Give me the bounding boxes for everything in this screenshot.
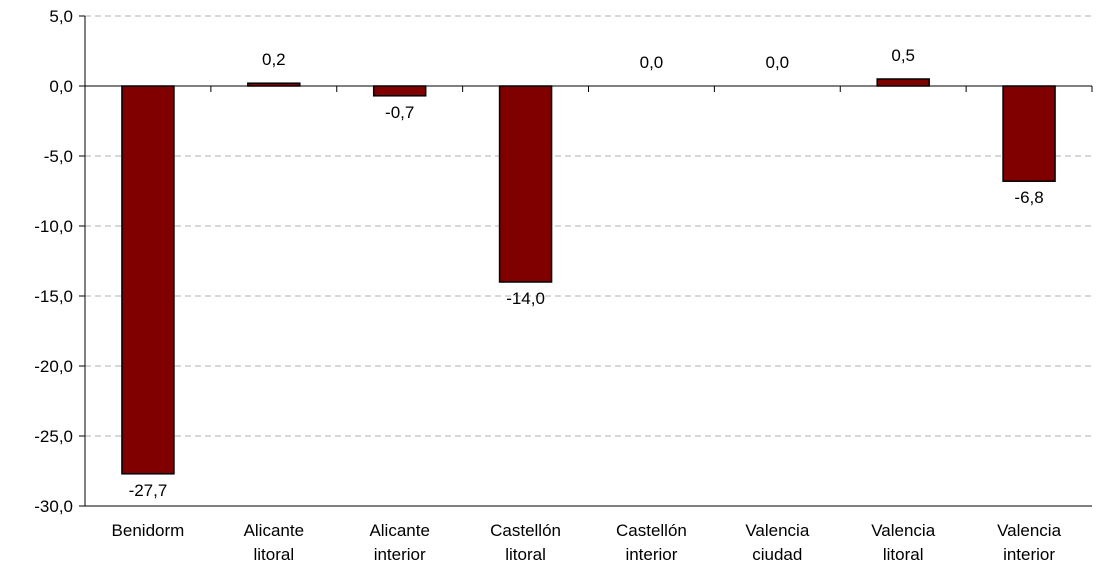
bar — [372, 85, 427, 97]
y-tick-label: -25,0 — [34, 427, 73, 446]
bars — [121, 78, 1056, 475]
x-tick-label: Valencia interior — [997, 521, 1061, 564]
y-tick-label: 0,0 — [49, 77, 73, 96]
data-label: 0,2 — [262, 50, 286, 69]
gridlines — [85, 15, 1092, 437]
data-label: -0,7 — [385, 103, 414, 122]
y-axis-ticks: 5,0 0,0 -5,0 -10,0 -15,0 -20,0 -25,0 -30,0 — [34, 7, 85, 516]
y-tick-label: -30,0 — [34, 497, 73, 516]
data-label: -14,0 — [506, 289, 545, 308]
x-axis-ticks: Benidorm Alicante litoral Alicante interior C… — [84, 86, 1093, 564]
data-label: 0,0 — [640, 53, 664, 72]
bar — [121, 85, 175, 475]
x-tick-label: Castellón interior — [616, 521, 687, 564]
y-tick-label: -15,0 — [34, 287, 73, 306]
x-tick-label: Benidorm — [112, 521, 185, 540]
x-tick-label: Castellón litoral — [490, 521, 561, 564]
y-tick-label: 5,0 — [49, 7, 73, 26]
bar — [1002, 85, 1056, 182]
bar — [876, 78, 930, 87]
x-tick-label: Alicante litoral — [244, 521, 304, 564]
y-tick-label: -10,0 — [34, 217, 73, 236]
data-label: -27,7 — [129, 481, 168, 500]
data-labels: -27,7 0,2 -0,7 -14,0 0,0 0,0 0,5 -6,8 — [129, 46, 1044, 500]
x-tick-label: Valencia ciudad — [745, 521, 809, 564]
data-label: 0,0 — [765, 53, 789, 72]
x-tick-label: Alicante interior — [369, 521, 429, 564]
y-tick-label: -5,0 — [44, 147, 73, 166]
y-tick-label: -20,0 — [34, 357, 73, 376]
data-label: 0,5 — [891, 46, 915, 65]
data-label: -6,8 — [1014, 188, 1043, 207]
bar — [498, 85, 553, 283]
x-tick-label: Valencia litoral — [871, 521, 935, 564]
